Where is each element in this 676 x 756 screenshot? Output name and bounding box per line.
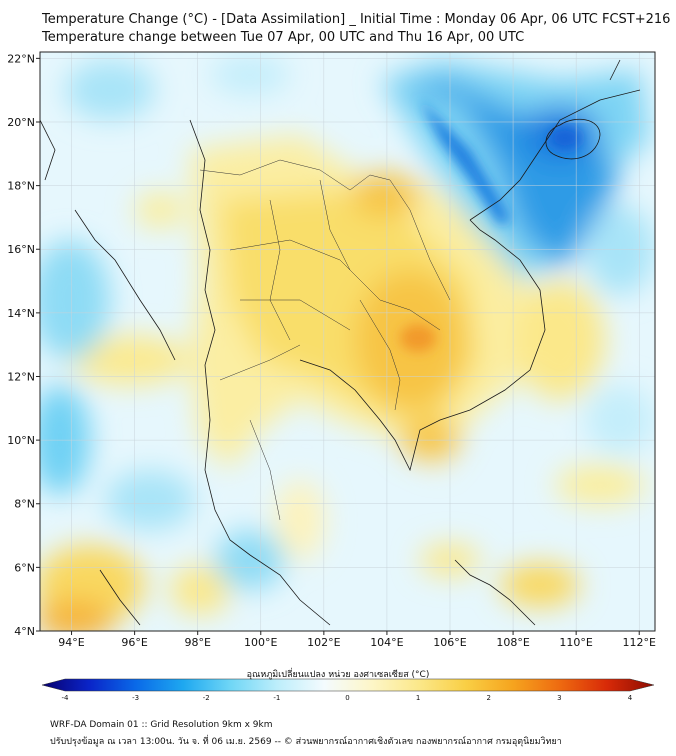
lon-tick-label: 104°E	[370, 636, 403, 649]
lat-tick-label: 14°N	[7, 307, 35, 320]
footer-credits: ปรับปรุงข้อมูล ณ เวลา 13:00น. วัน จ. ที่…	[50, 737, 562, 747]
lat-tick-label: 10°N	[7, 434, 35, 447]
map-subtitle: Temperature change between Tue 07 Apr, 0…	[42, 30, 525, 45]
map-frame	[39, 51, 656, 632]
lon-tick-label: 110°E	[559, 636, 592, 649]
lon-tick-label: 98°E	[184, 636, 210, 649]
colorbar-tick-label: -2	[203, 694, 210, 702]
colorbar-tick-label: -3	[132, 694, 139, 702]
colorbar-label: อุณหภูมิเปลี่ยนแปลง หน่วย องศาเซลเซียส (…	[246, 670, 430, 680]
map-title: Temperature Change (°C) - [Data Assimila…	[42, 12, 671, 27]
colorbar-tick-label: 2	[487, 694, 491, 702]
colorbar-tick-label: -4	[62, 694, 70, 702]
lat-tick-label: 22°N	[7, 52, 35, 65]
lat-tick-label: 8°N	[14, 498, 35, 511]
lat-tick-label: 18°N	[7, 180, 35, 193]
footer-model-info: WRF-DA Domain 01 :: Grid Resolution 9km …	[50, 720, 273, 730]
lat-tick-label: 6°N	[14, 561, 35, 574]
colorbar	[41, 678, 655, 692]
colorbar-ticks: -4 -3 -2 -1 0 1 2 3 4	[62, 694, 633, 702]
lon-tick-label: 102°E	[307, 636, 340, 649]
lat-tick-label: 20°N	[7, 116, 35, 129]
latitude-axis: 22°N 20°N 18°N 16°N 14°N 12°N 10°N 8°N 6°N 4°N	[7, 52, 40, 638]
coastlines	[40, 59, 641, 626]
colorbar-tick-label: 1	[416, 694, 420, 702]
lat-tick-label: 4°N	[14, 625, 35, 638]
lon-tick-label: 112°E	[623, 636, 656, 649]
lon-tick-label: 108°E	[496, 636, 529, 649]
colorbar-tick-label: 0	[345, 694, 349, 702]
temperature-field	[40, 52, 655, 631]
lon-tick-label: 100°E	[244, 636, 277, 649]
country-borders	[199, 159, 451, 521]
colorbar-tick-label: -1	[273, 694, 280, 702]
lon-tick-label: 106°E	[433, 636, 466, 649]
colorbar-tick-label: 3	[557, 694, 561, 702]
colorbar-tick-label: 4	[628, 694, 633, 702]
lat-tick-label: 12°N	[7, 370, 35, 383]
lon-tick-label: 96°E	[121, 636, 147, 649]
longitude-axis: 94°E 96°E 98°E 100°E 102°E 104°E 106°E 108°E 110…	[58, 631, 656, 649]
lon-tick-label: 94°E	[58, 636, 84, 649]
lat-tick-label: 16°N	[7, 243, 35, 256]
